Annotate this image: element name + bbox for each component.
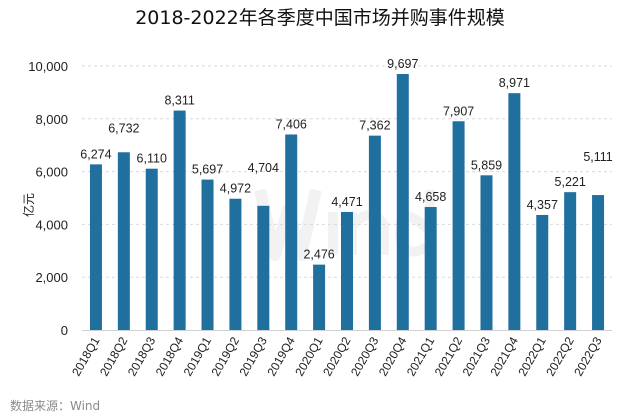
bar	[201, 179, 214, 330]
data-label: 7,406	[276, 117, 307, 131]
bar	[452, 121, 465, 330]
bar	[396, 73, 409, 330]
data-label: 4,972	[220, 182, 251, 196]
bar	[89, 164, 102, 330]
y-tick-label: 2,000	[35, 270, 68, 285]
bar	[368, 135, 381, 330]
chart-title: 2018-2022年各季度中国市场并购事件规模	[135, 7, 505, 29]
data-label: 4,658	[415, 190, 446, 204]
bar	[424, 207, 437, 330]
data-label: 4,704	[248, 161, 279, 175]
bar	[341, 211, 353, 330]
data-label: 6,274	[80, 147, 111, 161]
data-label: 7,907	[443, 104, 474, 118]
data-label: 2,476	[303, 248, 334, 262]
y-tick-label: 10,000	[28, 59, 68, 74]
bars	[89, 73, 605, 330]
bar	[173, 110, 186, 330]
x-tick-label: 2022Q3	[571, 334, 605, 378]
bar	[508, 93, 521, 330]
y-axis-label: 亿元	[21, 193, 36, 217]
bar	[145, 168, 158, 330]
data-label: 5,859	[471, 158, 502, 172]
y-tick-label: 4,000	[35, 217, 68, 232]
source-note: 数据来源：Wind	[10, 398, 100, 413]
x-axis-ticks: 2018Q12018Q22018Q32018Q42019Q12019Q22019…	[69, 334, 605, 378]
bar	[536, 214, 549, 330]
bar	[313, 264, 326, 330]
bar	[592, 195, 605, 330]
data-labels: 6,274 6,732 6,110 8,311 5,697 4,972 4,704 7,406…	[80, 57, 613, 262]
bar	[257, 205, 270, 330]
data-label: 5,697	[192, 163, 223, 177]
data-label: 6,110	[137, 152, 167, 166]
data-label: 5,111	[583, 150, 612, 164]
bar	[117, 152, 130, 330]
y-tick-label: 8,000	[35, 112, 68, 127]
bar	[229, 198, 242, 330]
y-axis-ticks: 0 2,000 4,000 6,000 8,000 10,000	[28, 59, 68, 338]
data-label: 4,471	[331, 195, 362, 209]
data-label: 8,971	[499, 76, 530, 90]
y-tick-label: 6,000	[35, 165, 68, 180]
y-tick-label: 0	[61, 323, 68, 338]
data-label: 6,732	[108, 121, 139, 135]
data-label: 4,357	[527, 198, 558, 212]
watermark-shape	[328, 212, 338, 255]
bar	[480, 175, 493, 330]
data-label: 8,311	[164, 94, 194, 108]
data-label: 9,697	[387, 57, 418, 71]
bar	[285, 134, 298, 330]
data-label: 5,221	[555, 175, 586, 189]
data-label: 7,362	[359, 119, 390, 133]
bar	[564, 192, 577, 330]
